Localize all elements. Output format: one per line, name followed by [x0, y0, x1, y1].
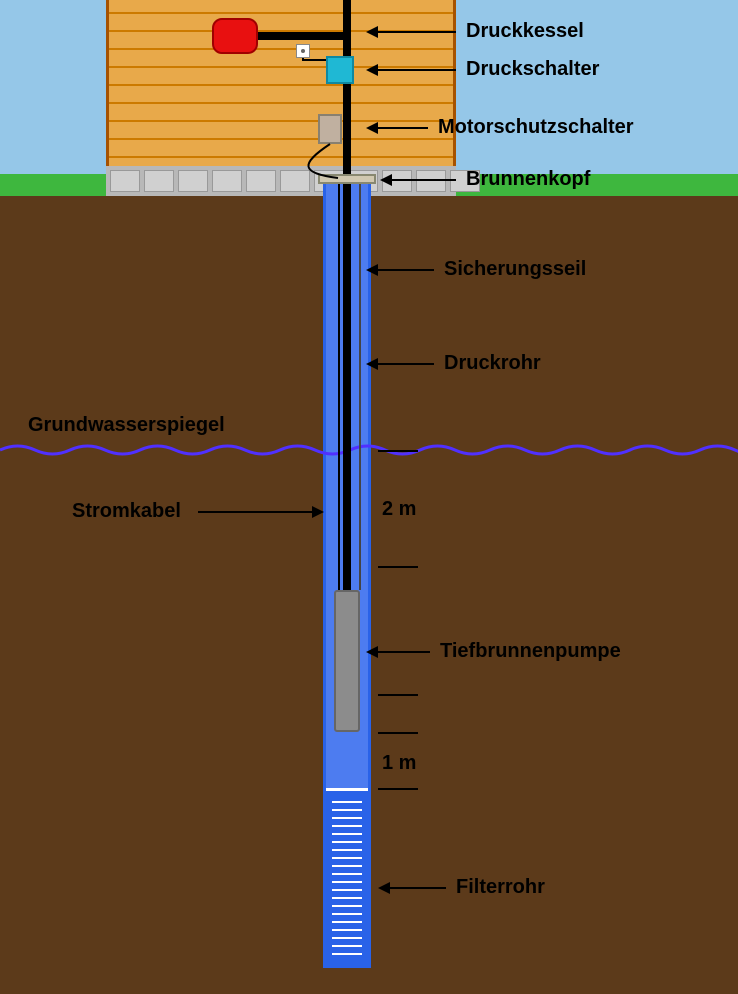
- label-filterrohr: Filterrohr: [456, 876, 545, 899]
- measurement-tick: [378, 566, 418, 568]
- power-outlet: [296, 44, 310, 58]
- deep-well-pump: [334, 590, 360, 732]
- power-cable: [338, 178, 340, 590]
- measurement-tick: [378, 694, 418, 696]
- arrow-motorschutzschalter: [368, 127, 428, 129]
- safety-rope: [359, 178, 361, 590]
- concrete-foundation: [106, 166, 456, 196]
- well-head-cap: [318, 174, 376, 184]
- label-brunnenkopf: Brunnenkopf: [466, 168, 590, 191]
- motor-protection-box: [318, 114, 342, 144]
- pressure-pipe-vertical: [343, 0, 351, 590]
- pressure-tank: [212, 18, 258, 54]
- filter-section: [326, 788, 368, 968]
- house-structure: [106, 0, 456, 166]
- label-grundwasserspiegel: Grundwasserspiegel: [28, 414, 225, 437]
- arrow-filterrohr: [380, 887, 446, 889]
- arrow-stromkabel: [198, 511, 322, 513]
- measurement-tick: [378, 732, 418, 734]
- arrow-druckschalter: [368, 69, 456, 71]
- arrow-brunnenkopf: [382, 179, 456, 181]
- arrow-tiefbrunnenpumpe: [368, 651, 430, 653]
- arrow-druckkessel: [368, 31, 456, 33]
- label-dist_2m: 2 m: [382, 498, 416, 521]
- label-druckrohr: Druckrohr: [444, 352, 541, 375]
- label-stromkabel: Stromkabel: [72, 500, 181, 523]
- label-druckkessel: Druckkessel: [466, 20, 584, 43]
- pressure-pipe-horizontal: [258, 32, 351, 40]
- measurement-tick: [378, 788, 418, 790]
- label-dist_1m: 1 m: [382, 752, 416, 775]
- label-motorschutzschalter: Motorschutzschalter: [438, 116, 634, 139]
- label-druckschalter: Druckschalter: [466, 58, 599, 81]
- label-sicherungsseil: Sicherungsseil: [444, 258, 586, 281]
- arrow-sicherungsseil: [368, 269, 434, 271]
- arrow-druckrohr: [368, 363, 434, 365]
- pressure-switch: [326, 56, 354, 84]
- label-tiefbrunnenpumpe: Tiefbrunnenpumpe: [440, 640, 621, 663]
- measurement-tick: [378, 450, 418, 452]
